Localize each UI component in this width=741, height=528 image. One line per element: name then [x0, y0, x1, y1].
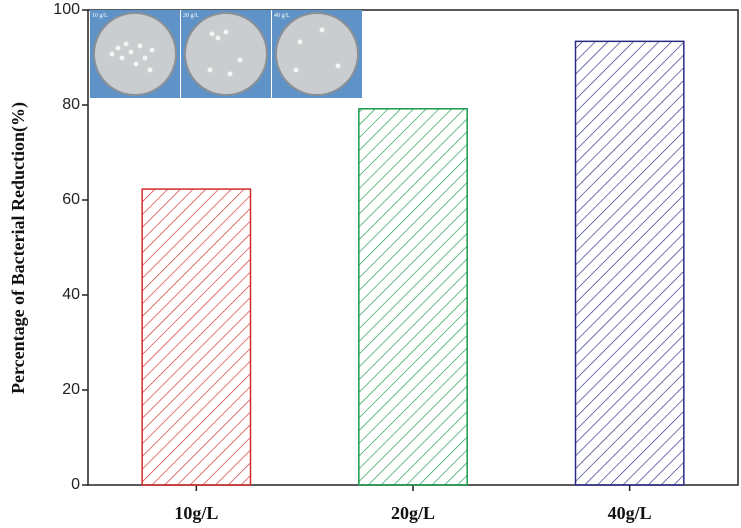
y-tick-label: 0	[71, 476, 80, 493]
inset-label: 20 g/L	[183, 13, 199, 19]
inset-label: 40 g/L	[274, 13, 290, 19]
x-tick-label: 40g/L	[608, 503, 652, 523]
y-tick-label: 40	[62, 286, 80, 303]
inset-label: 10 g/L	[92, 13, 108, 19]
bar	[574, 40, 685, 486]
y-tick-label: 100	[53, 1, 80, 18]
y-tick-label: 60	[62, 191, 80, 208]
inset-photo: 10 g/L 20 g/L 40 g/L	[90, 10, 362, 98]
y-tick-label: 20	[62, 381, 80, 398]
x-tick-label: 20g/L	[391, 503, 435, 523]
y-axis-label: Percentage of Bacterial Reduction(%)	[8, 102, 29, 394]
bar	[141, 188, 252, 486]
y-tick-label: 80	[62, 96, 80, 113]
bar	[358, 108, 468, 486]
x-tick-label: 10g/L	[174, 503, 218, 523]
